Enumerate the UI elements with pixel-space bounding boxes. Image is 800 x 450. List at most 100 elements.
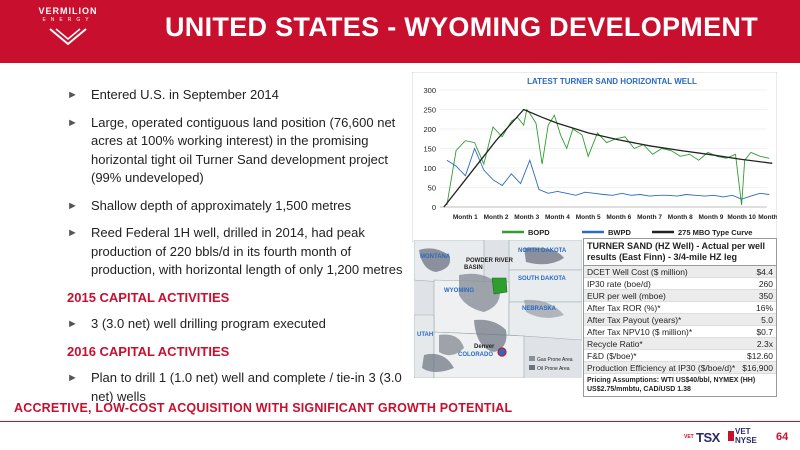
- table-row: EUR per well (mboe) 350: [584, 290, 776, 302]
- y-tick-label: 150: [423, 145, 436, 154]
- y-tick-label: 0: [432, 203, 436, 212]
- map-label: WYOMING: [444, 288, 474, 294]
- south-dakota-shape: [508, 269, 583, 303]
- series-line-275-mbo-type-curve: [443, 108, 773, 208]
- y-tick-label: 100: [423, 164, 436, 173]
- row-value: $4.4: [756, 267, 773, 277]
- row-value: $16,900: [742, 363, 773, 373]
- pricing-note: Pricing Assumptions: WTI US$40/bbl, NYME…: [587, 377, 756, 393]
- x-tick-label: Month 1: [453, 214, 478, 221]
- bullet-item: ► Plan to drill 1 (1.0 net) well and comp…: [67, 369, 407, 406]
- chart-title: LATEST TURNER SAND HORIZONTAL WELL: [527, 77, 697, 86]
- map-legend-label: Gas Prone Area: [537, 357, 573, 363]
- map-label: UTAH: [417, 332, 433, 338]
- series-line-bwpd: [446, 147, 770, 200]
- x-tick-label: Month 8: [668, 214, 693, 221]
- gas-prone-swatch: [529, 356, 535, 361]
- bullet-text: Large, operated contiguous land position…: [91, 114, 396, 186]
- map-label: NORTH DAKOTA: [518, 248, 567, 254]
- table-row: Recycle Ratio* 2.3x: [584, 338, 776, 350]
- map-svg: MONTANA NORTH DAKOTA SOUTH DAKOTA POWDER…: [413, 239, 583, 379]
- row-label: Production Efficiency at IP30 ($/boe/d)*: [587, 363, 736, 373]
- page-number: 64: [776, 431, 789, 443]
- row-label: After Tax NPV10 ($ million)*: [587, 327, 693, 337]
- table-row: After Tax NPV10 ($ million)* $0.7: [584, 326, 776, 338]
- bullet-arrow-icon: ►: [67, 227, 78, 239]
- x-tick-label: Month 2: [484, 214, 509, 221]
- map-label: MONTANA: [420, 254, 451, 260]
- stock-ticker-logo: VET TSX VET NYSE: [684, 425, 774, 447]
- x-tick-label: Month 5: [576, 214, 601, 221]
- y-tick-label: 200: [423, 125, 436, 134]
- bullet-item: ► Entered U.S. in September 2014: [67, 86, 407, 105]
- bullet-arrow-icon: ►: [67, 318, 78, 330]
- x-tick-label: Month 4: [545, 214, 570, 221]
- row-label: After Tax ROR (%)*: [587, 303, 661, 313]
- x-tick-label: Month 9: [698, 214, 723, 221]
- table-row: IP30 rate (boe/d) 260: [584, 278, 776, 290]
- logo-name: VERMILION: [38, 6, 98, 16]
- map-label: COLORADO: [458, 352, 493, 358]
- row-value: 2.3x: [756, 339, 773, 349]
- ticker-vet: VET: [735, 427, 751, 436]
- x-tick-label: Month 10: [727, 214, 756, 221]
- row-label: IP30 rate (boe/d): [587, 279, 651, 289]
- legend-label: BWPD: [608, 228, 631, 237]
- us-region-map: MONTANA NORTH DAKOTA SOUTH DAKOTA POWDER…: [413, 239, 583, 379]
- denver-marker-icon: [497, 347, 507, 357]
- section-heading-2016: 2016 CAPITAL ACTIVITIES: [67, 343, 230, 359]
- ticker-nyse: NYSE: [735, 436, 757, 445]
- bullet-text: 3 (3.0 net) well drilling program execut…: [91, 316, 326, 331]
- x-tick-label: Month 3: [514, 214, 539, 221]
- bullet-text: Shallow depth of approximately 1,500 met…: [91, 197, 352, 213]
- legend-label: 275 MBO Type Curve: [678, 228, 752, 237]
- bullet-item: ► Shallow depth of approximately 1,500 me…: [67, 197, 407, 216]
- well-results-table: TURNER SAND (HZ Well) - Actual per well …: [583, 238, 777, 397]
- table-body: DCET Well Cost ($ million) $4.4 IP30 rate …: [584, 266, 776, 374]
- bullet-arrow-icon: ►: [67, 199, 78, 212]
- map-label: Denver: [474, 344, 495, 350]
- bullet-item: ► Large, operated contiguous land positio…: [67, 114, 407, 188]
- table-row: F&D ($/boe)* $12.60: [584, 350, 776, 362]
- row-value: 16%: [755, 303, 773, 313]
- map-legend-label: Oil Prone Area: [537, 366, 570, 372]
- row-value: 5.0: [761, 315, 773, 325]
- table-row: DCET Well Cost ($ million) $4.4: [584, 266, 776, 278]
- bullet-item: ► 3 (3.0 net) well drilling program execu…: [67, 315, 407, 334]
- oil-prone-swatch: [529, 365, 535, 370]
- y-tick-label: 300: [423, 86, 436, 95]
- map-label: NEBRASKA: [522, 306, 557, 312]
- page-title: UNITED STATES - WYOMING DEVELOPMENT: [165, 12, 759, 42]
- row-label: Recycle Ratio*: [587, 339, 643, 349]
- row-value: 260: [758, 279, 773, 289]
- map-label-powder-river: POWDER RIVER BASIN: [464, 258, 514, 271]
- row-label: EUR per well (mboe): [587, 291, 666, 301]
- logo-sub: ENERGY: [42, 17, 94, 23]
- row-value: 350: [758, 291, 773, 301]
- legend-label: BOPD: [528, 228, 550, 237]
- table-title: TURNER SAND (HZ Well) - Actual per well …: [584, 239, 776, 266]
- row-label: After Tax Payout (years)*: [587, 315, 682, 325]
- ticker-vet-small: VET: [684, 434, 694, 440]
- y-tick-label: 250: [423, 106, 436, 115]
- x-tick-label: Month 7: [637, 214, 662, 221]
- ticker-tsx: TSX: [696, 430, 720, 445]
- tagline: ACCRETIVE, LOW-COST ACQUISITION WITH SIG…: [14, 401, 513, 415]
- bullet-list: ► Entered U.S. in September 2014 ► Large, …: [67, 86, 407, 415]
- bullet-text: Reed Federal 1H well, drilled in 2014, h…: [91, 225, 403, 277]
- x-tick-label: Month 11: [758, 214, 777, 221]
- table-row: Production Efficiency at IP30 ($/boe/d)*…: [584, 362, 776, 374]
- row-label: DCET Well Cost ($ million): [587, 267, 688, 277]
- bullet-item: ► Reed Federal 1H well, drilled in 2014, …: [67, 224, 407, 280]
- bullet-text: Entered U.S. in September 2014: [91, 87, 279, 102]
- production-chart-svg: LATEST TURNER SAND HORIZONTAL WELL 0 50 10…: [411, 71, 787, 243]
- row-label: F&D ($/boe)*: [587, 351, 637, 361]
- bullet-text: Plan to drill 1 (1.0 net) well and compl…: [91, 370, 402, 404]
- land-position-marker: [491, 277, 508, 295]
- production-chart: LATEST TURNER SAND HORIZONTAL WELL 0 50 10…: [411, 71, 787, 243]
- table-row: After Tax ROR (%)* 16%: [584, 302, 776, 314]
- x-tick-label: Month 6: [606, 214, 631, 221]
- header-bar: VERMILION ENERGY UNITED STATES - WYOMING…: [0, 0, 800, 63]
- bullet-arrow-icon: ►: [67, 89, 78, 101]
- bullet-arrow-icon: ►: [67, 372, 78, 384]
